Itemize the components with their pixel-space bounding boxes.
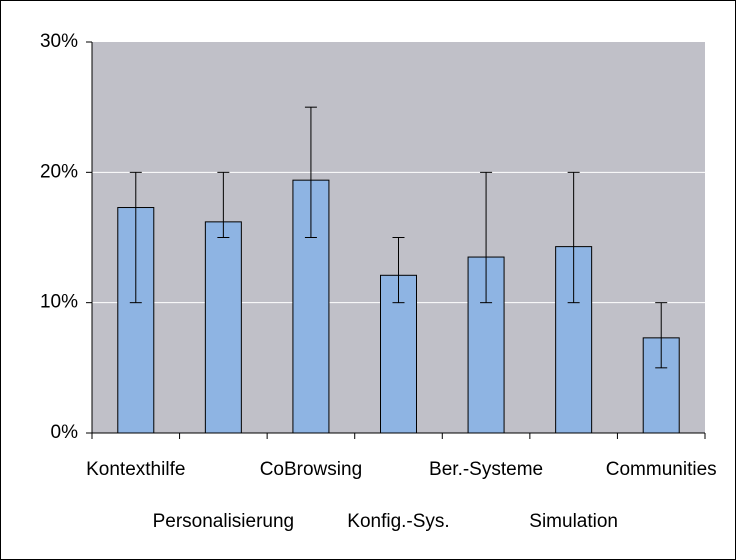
x-tick-label: Communities [606,459,717,480]
x-tick-label: Ber.-Systeme [429,459,543,480]
y-tick-label: 10% [40,292,78,313]
x-tick-label: Konfig.-Sys. [347,511,449,532]
y-tick-label: 30% [40,31,78,52]
y-tick-label: 0% [51,422,79,443]
x-tick-label: Kontexthilfe [86,459,185,480]
x-tick-label: Simulation [529,511,618,532]
x-tick-label: CoBrowsing [260,459,362,480]
x-tick-label: Personalisierung [153,511,295,532]
bar [204,221,242,434]
y-tick-label: 20% [40,161,78,182]
